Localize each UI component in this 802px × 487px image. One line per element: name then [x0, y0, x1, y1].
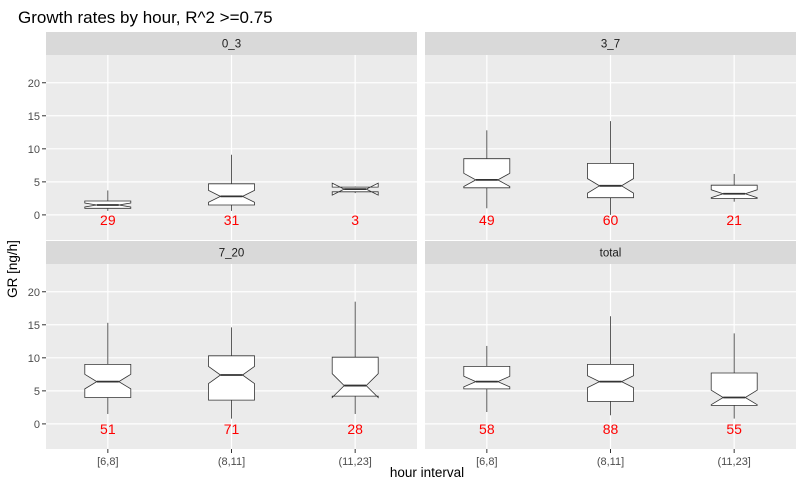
facet-strip — [425, 32, 796, 55]
boxplot-2: 21 — [710, 173, 758, 228]
notched-box — [463, 365, 511, 390]
facet-panel-3_7: 3_7 49 60 21 — [425, 32, 796, 240]
notched-box — [710, 372, 758, 406]
facet-strip — [46, 32, 417, 55]
y-tick-label: 20 — [28, 78, 40, 90]
count-label: 88 — [603, 421, 619, 437]
facet-panel-7_20: 7_20 0 5 10 15 20 [6,8] (8,11] (11,23] 51 71 28 — [28, 241, 417, 468]
facet-strip-label: 0_3 — [222, 39, 241, 51]
facet-strip-label: total — [600, 248, 622, 260]
notched-box — [208, 355, 255, 401]
facet-panels: 0_3 0 5 10 15 20 29 31 3 3_7 49 60 21 7_20 0 5 10 15 20 [6,… — [28, 32, 796, 468]
y-axis-title: GR [ng/h] — [5, 240, 20, 298]
notched-box — [587, 162, 634, 199]
y-tick-label: 0 — [34, 419, 40, 431]
boxplot-1: 88 — [587, 316, 634, 437]
count-label: 51 — [100, 421, 116, 437]
notched-box — [331, 356, 379, 399]
chart-title: Growth rates by hour, R^2 >=0.75 — [18, 8, 273, 27]
notched-box — [463, 158, 511, 189]
boxplot-1: 71 — [208, 327, 255, 437]
y-tick-label: 15 — [28, 320, 40, 332]
facet-strip-label: 7_20 — [219, 248, 245, 260]
notched-box — [208, 183, 255, 206]
facet-panel-total: total [6,8] (8,11] (11,23] 58 88 55 — [425, 241, 796, 468]
x-tick-label: [6,8] — [476, 456, 497, 468]
y-tick-label: 15 — [28, 111, 40, 123]
y-tick-label: 5 — [34, 386, 40, 398]
count-label: 29 — [100, 212, 116, 228]
y-tick-label: 10 — [28, 353, 40, 365]
count-label: 21 — [726, 212, 742, 228]
count-label: 55 — [726, 421, 742, 437]
x-axis-title: hour interval — [390, 465, 464, 480]
y-tick-label: 5 — [34, 177, 40, 189]
x-tick-label: [6,8] — [97, 456, 118, 468]
count-label: 60 — [603, 212, 619, 228]
boxplot-0: 58 — [463, 345, 511, 437]
y-tick-label: 20 — [28, 287, 40, 299]
boxplot-0: 51 — [84, 322, 132, 437]
x-tick-label: (11,23] — [338, 456, 371, 468]
facet-strip — [425, 241, 796, 264]
boxplot-0: 49 — [463, 130, 511, 228]
count-label: 71 — [224, 421, 240, 437]
notched-box — [710, 184, 758, 199]
count-label: 58 — [479, 421, 495, 437]
boxplot-0: 29 — [84, 190, 132, 228]
facet-panel-0_3: 0_3 0 5 10 15 20 29 31 3 — [28, 32, 417, 240]
boxplot-1: 31 — [208, 154, 255, 228]
count-label: 28 — [347, 421, 363, 437]
count-label: 49 — [479, 212, 495, 228]
boxplot-2: 28 — [331, 301, 379, 437]
boxplot-2: 3 — [331, 182, 379, 228]
notched-box — [587, 363, 634, 402]
y-tick-label: 0 — [34, 210, 40, 222]
facet-strip-label: 3_7 — [601, 39, 620, 51]
x-tick-label: (8,11] — [218, 456, 245, 468]
count-label: 3 — [351, 212, 359, 228]
x-tick-label: (8,11] — [597, 456, 624, 468]
boxplot-1: 60 — [587, 121, 634, 228]
facet-strip — [46, 241, 417, 264]
y-tick-label: 10 — [28, 144, 40, 156]
x-tick-label: (11,23] — [717, 456, 750, 468]
boxplot-2: 55 — [710, 333, 758, 437]
count-label: 31 — [224, 212, 240, 228]
